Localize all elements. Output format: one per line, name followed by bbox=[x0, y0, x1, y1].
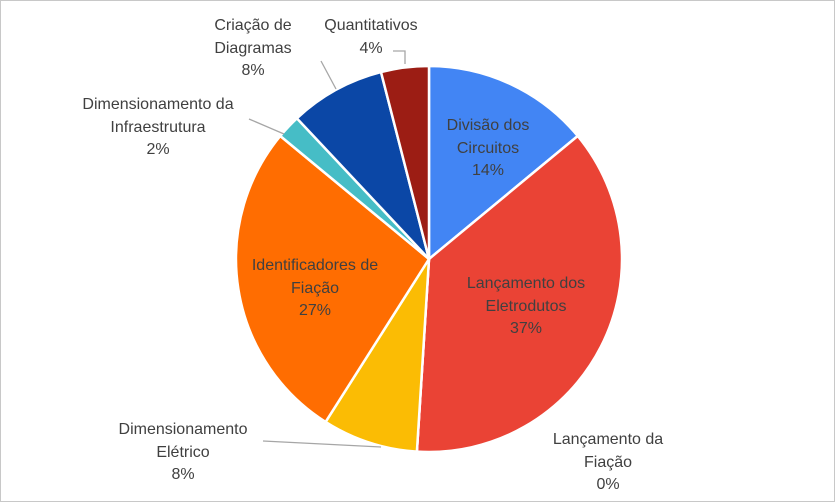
slice-label: Identificadores de Fiação 27% bbox=[240, 255, 390, 323]
leader-line bbox=[248, 118, 285, 135]
category-name: Lançamento dos Eletrodutos bbox=[466, 275, 586, 315]
slice bbox=[379, 64, 431, 261]
slices bbox=[234, 64, 624, 454]
value-label: 2% bbox=[146, 141, 170, 158]
slice-label: Dimensionamento da Infraestrutura 2% bbox=[63, 94, 253, 162]
slice-label: Criação de Diagramas 8% bbox=[198, 15, 308, 83]
value-label: 27% bbox=[298, 302, 332, 319]
slice bbox=[415, 134, 624, 454]
leader-line bbox=[262, 440, 382, 448]
category-name: Identificadores de Fiação bbox=[251, 257, 379, 297]
category-name: Dimensionamento da Infraestrutura bbox=[82, 96, 234, 136]
leader-line bbox=[320, 60, 337, 90]
slice bbox=[324, 257, 431, 453]
slice-label: Lançamento da Fiação 0% bbox=[538, 429, 678, 497]
value-label: 8% bbox=[241, 62, 265, 79]
slice bbox=[234, 134, 431, 424]
category-name: Dimensionamento Elétrico bbox=[118, 421, 248, 461]
category-name: Criação de Diagramas bbox=[214, 17, 292, 57]
value-label: 14% bbox=[471, 162, 505, 179]
category-name: Divisão dos Circuitos bbox=[446, 117, 530, 157]
slice-label: Quantitativos 4% bbox=[311, 15, 431, 60]
slice bbox=[427, 64, 579, 261]
slice-label: Divisão dos Circuitos 14% bbox=[428, 115, 548, 183]
value-label: 0% bbox=[596, 476, 620, 493]
slice bbox=[295, 70, 431, 261]
category-name: Quantitativos bbox=[324, 17, 418, 34]
value-label: 4% bbox=[359, 39, 383, 57]
slice-label: Lançamento dos Eletrodutos 37% bbox=[451, 273, 601, 341]
leader-line bbox=[393, 50, 406, 64]
category-name: Lançamento da Fiação bbox=[552, 431, 664, 471]
slice-label: Dimensionamento Elétrico 8% bbox=[103, 419, 263, 487]
value-label: 8% bbox=[171, 466, 195, 483]
value-label: 37% bbox=[509, 320, 543, 337]
